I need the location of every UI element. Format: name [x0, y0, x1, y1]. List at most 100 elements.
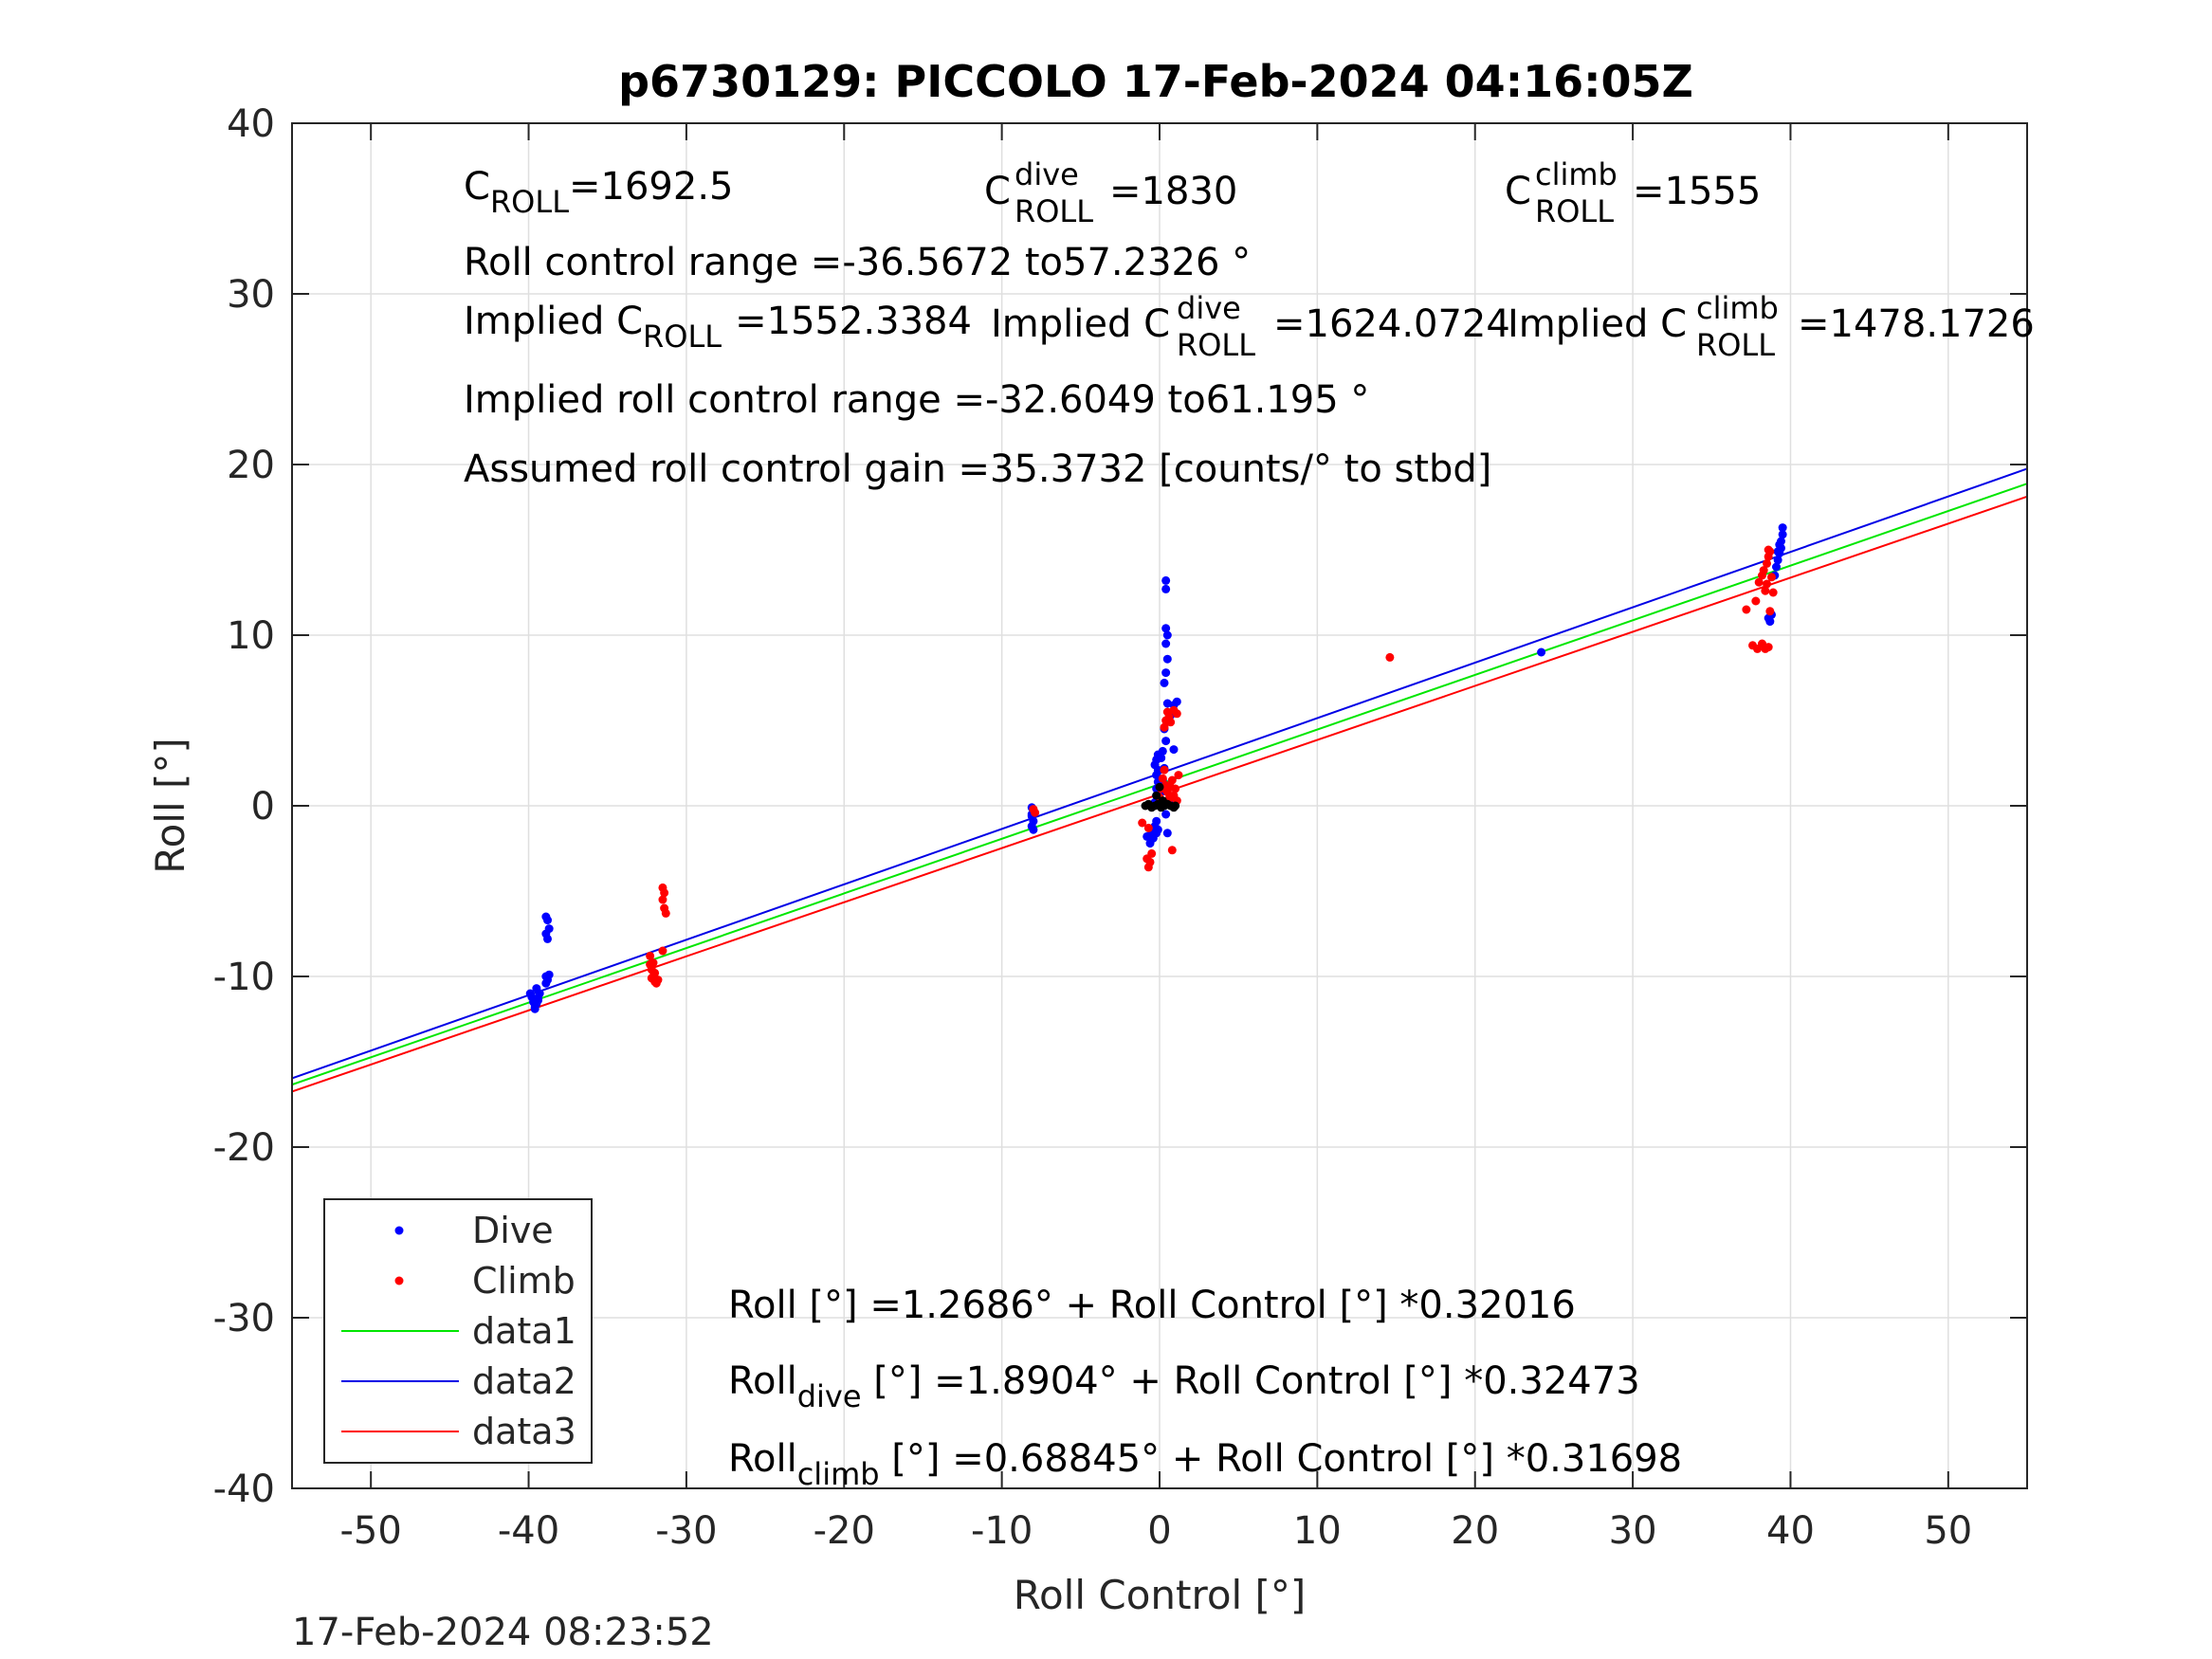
c-roll-dive-sup: dive — [1015, 156, 1079, 192]
c-roll-climb-sup: climb — [1535, 156, 1618, 192]
annotation-block-top: CROLL=1692.5 C dive ROLL =1830 C climb R… — [464, 156, 2035, 491]
c-roll-dive-annotation: C — [984, 170, 1011, 213]
y-tick-label: 10 — [227, 614, 275, 658]
climb-point — [1167, 846, 1177, 855]
y-axis-label: Roll [°] — [147, 738, 193, 873]
x-tick-label: 0 — [1147, 1509, 1171, 1553]
x-tick-labels: -50 -40 -30 -20 -10 0 10 20 30 40 50 — [340, 1509, 1973, 1553]
x-tick-label: -20 — [814, 1509, 875, 1553]
other-point — [1158, 796, 1167, 806]
y-tick-label: 30 — [227, 273, 275, 317]
climb-point — [1768, 588, 1778, 597]
y-tick-labels: -40 -30 -20 -10 0 10 20 30 40 — [213, 102, 275, 1511]
dive-point — [1161, 668, 1171, 678]
dive-point — [1773, 547, 1782, 556]
climb-point — [658, 895, 667, 904]
c-roll-climb-annotation: C — [1505, 170, 1531, 213]
c-roll-annotation: CROLL=1692.5 — [464, 165, 734, 220]
dive-point — [530, 1004, 539, 1013]
implied-c-roll-dive-sub: ROLL — [1177, 327, 1255, 363]
legend: Dive Climb data1 data2 data3 — [323, 1198, 593, 1464]
climb-point — [1751, 596, 1761, 606]
other-point — [1171, 801, 1180, 811]
climb-point — [1764, 545, 1773, 555]
dive-point — [1778, 523, 1787, 533]
x-tick-label: -40 — [498, 1509, 559, 1553]
climb-point — [1166, 718, 1176, 727]
climb-point — [1765, 607, 1775, 616]
dive-point — [543, 916, 553, 925]
climb-point — [1754, 577, 1764, 587]
implied-c-roll-climb-sub: ROLL — [1696, 327, 1775, 363]
annotation-block-equations: Roll [°] =1.2686° + Roll Control [°] *0.… — [728, 1284, 1682, 1492]
dive-point — [1162, 654, 1172, 664]
legend-label: data2 — [472, 1360, 576, 1402]
climb-point — [650, 968, 660, 977]
other-point — [1155, 782, 1164, 792]
c-roll-dive-value: =1830 — [1109, 170, 1237, 213]
climb-point — [661, 908, 670, 918]
y-tick-label: -10 — [213, 956, 275, 999]
dive-point — [1153, 825, 1162, 834]
climb-point — [1174, 771, 1183, 780]
climb-point — [1742, 605, 1751, 614]
roll-control-gain: Assumed roll control gain =35.3732 [coun… — [464, 447, 1491, 491]
dive-point — [1158, 746, 1167, 756]
dive-point — [1161, 624, 1171, 633]
x-tick-label: -10 — [971, 1509, 1033, 1553]
climb-point — [658, 946, 667, 956]
dive-point — [1778, 530, 1787, 539]
dive-point — [1161, 639, 1171, 648]
x-tick-label: -30 — [655, 1509, 717, 1553]
dive-point — [1773, 556, 1782, 565]
dive-point — [1775, 540, 1784, 550]
implied-c-roll-annotation: Implied CROLL =1552.3384 — [464, 300, 972, 355]
dive-point — [534, 995, 543, 1005]
y-tick-label: -30 — [213, 1297, 275, 1340]
dive-point — [1161, 737, 1171, 746]
c-roll-climb-value: =1555 — [1633, 170, 1761, 213]
dive-point — [541, 978, 551, 988]
climb-point — [1761, 586, 1770, 595]
climb-point — [1158, 774, 1167, 783]
implied-roll-control-range: Implied roll control range =-32.6049 to6… — [464, 378, 1369, 422]
dive-point — [1537, 647, 1546, 657]
climb-point — [646, 951, 655, 960]
climb-point — [660, 888, 669, 898]
legend-label: Dive — [472, 1210, 554, 1251]
implied-c-roll-dive-sup: dive — [1177, 290, 1241, 326]
climb-point — [1167, 775, 1177, 785]
x-tick-label: -50 — [340, 1509, 402, 1553]
dive-point — [543, 934, 553, 943]
x-tick-label: 10 — [1293, 1509, 1342, 1553]
roll-control-range: Roll control range =-36.5672 to57.2326 ° — [464, 241, 1251, 284]
legend-label: data1 — [472, 1310, 576, 1352]
implied-c-roll-dive-value: =1624.0724 — [1273, 302, 1510, 346]
dive-point — [1160, 678, 1169, 687]
climb-point — [1031, 808, 1040, 817]
climb-point — [1147, 848, 1157, 858]
climb-point — [653, 975, 663, 985]
climb-point — [1766, 573, 1776, 582]
dive-point — [1029, 825, 1038, 834]
climb-point — [1145, 857, 1155, 866]
climb-point — [1764, 643, 1773, 652]
implied-c-roll-climb-value: =1478.1726 — [1798, 302, 2035, 346]
chart-title: p6730129: PICCOLO 17-Feb-2024 04:16:05Z — [618, 56, 1693, 107]
c-roll-climb-sub: ROLL — [1535, 193, 1614, 229]
data-points — [525, 523, 1787, 1013]
x-axis-label: Roll Control [°] — [1014, 1572, 1307, 1618]
x-tick-label: 40 — [1766, 1509, 1815, 1553]
x-tick-label: 30 — [1609, 1509, 1657, 1553]
climb-point — [1759, 566, 1768, 575]
legend-marker-dive — [394, 1226, 404, 1235]
dive-point — [1169, 745, 1179, 755]
dive-point — [1162, 829, 1172, 838]
y-tick-label: 40 — [227, 102, 275, 146]
dive-point — [544, 924, 554, 934]
dive-point — [1161, 575, 1171, 585]
climb-point — [1160, 722, 1169, 732]
y-tick-label: 20 — [227, 444, 275, 487]
climb-point — [1763, 579, 1771, 589]
climb-point — [1171, 784, 1180, 793]
